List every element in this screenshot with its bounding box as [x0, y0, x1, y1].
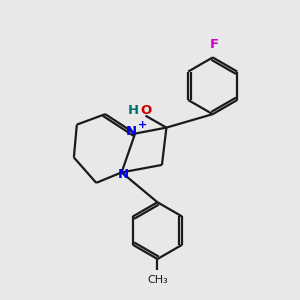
Text: H: H [128, 104, 139, 117]
Text: O: O [140, 104, 151, 117]
Text: N: N [126, 125, 137, 138]
Text: F: F [210, 38, 219, 52]
Text: N: N [118, 168, 129, 181]
Text: CH₃: CH₃ [147, 275, 168, 285]
Text: +: + [138, 120, 147, 130]
